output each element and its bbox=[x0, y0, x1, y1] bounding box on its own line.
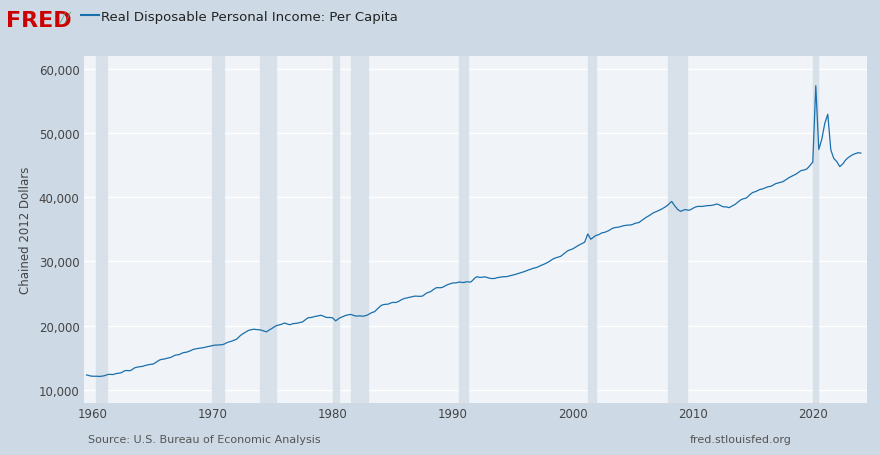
Bar bbox=[588, 57, 596, 403]
Text: fred.stlouisfed.org: fred.stlouisfed.org bbox=[690, 434, 792, 444]
Bar bbox=[350, 57, 368, 403]
Text: Source: U.S. Bureau of Economic Analysis: Source: U.S. Bureau of Economic Analysis bbox=[88, 434, 320, 444]
Text: Real Disposable Personal Income: Per Capita: Real Disposable Personal Income: Per Cap… bbox=[101, 11, 398, 25]
Y-axis label: Chained 2012 Dollars: Chained 2012 Dollars bbox=[18, 166, 32, 293]
Bar bbox=[260, 57, 275, 403]
Bar bbox=[96, 57, 106, 403]
Text: ╱╱: ╱╱ bbox=[60, 11, 71, 23]
Bar bbox=[668, 57, 686, 403]
Text: FRED: FRED bbox=[6, 11, 72, 31]
Bar bbox=[333, 57, 339, 403]
Bar bbox=[212, 57, 224, 403]
Bar bbox=[813, 57, 818, 403]
Bar bbox=[458, 57, 467, 403]
